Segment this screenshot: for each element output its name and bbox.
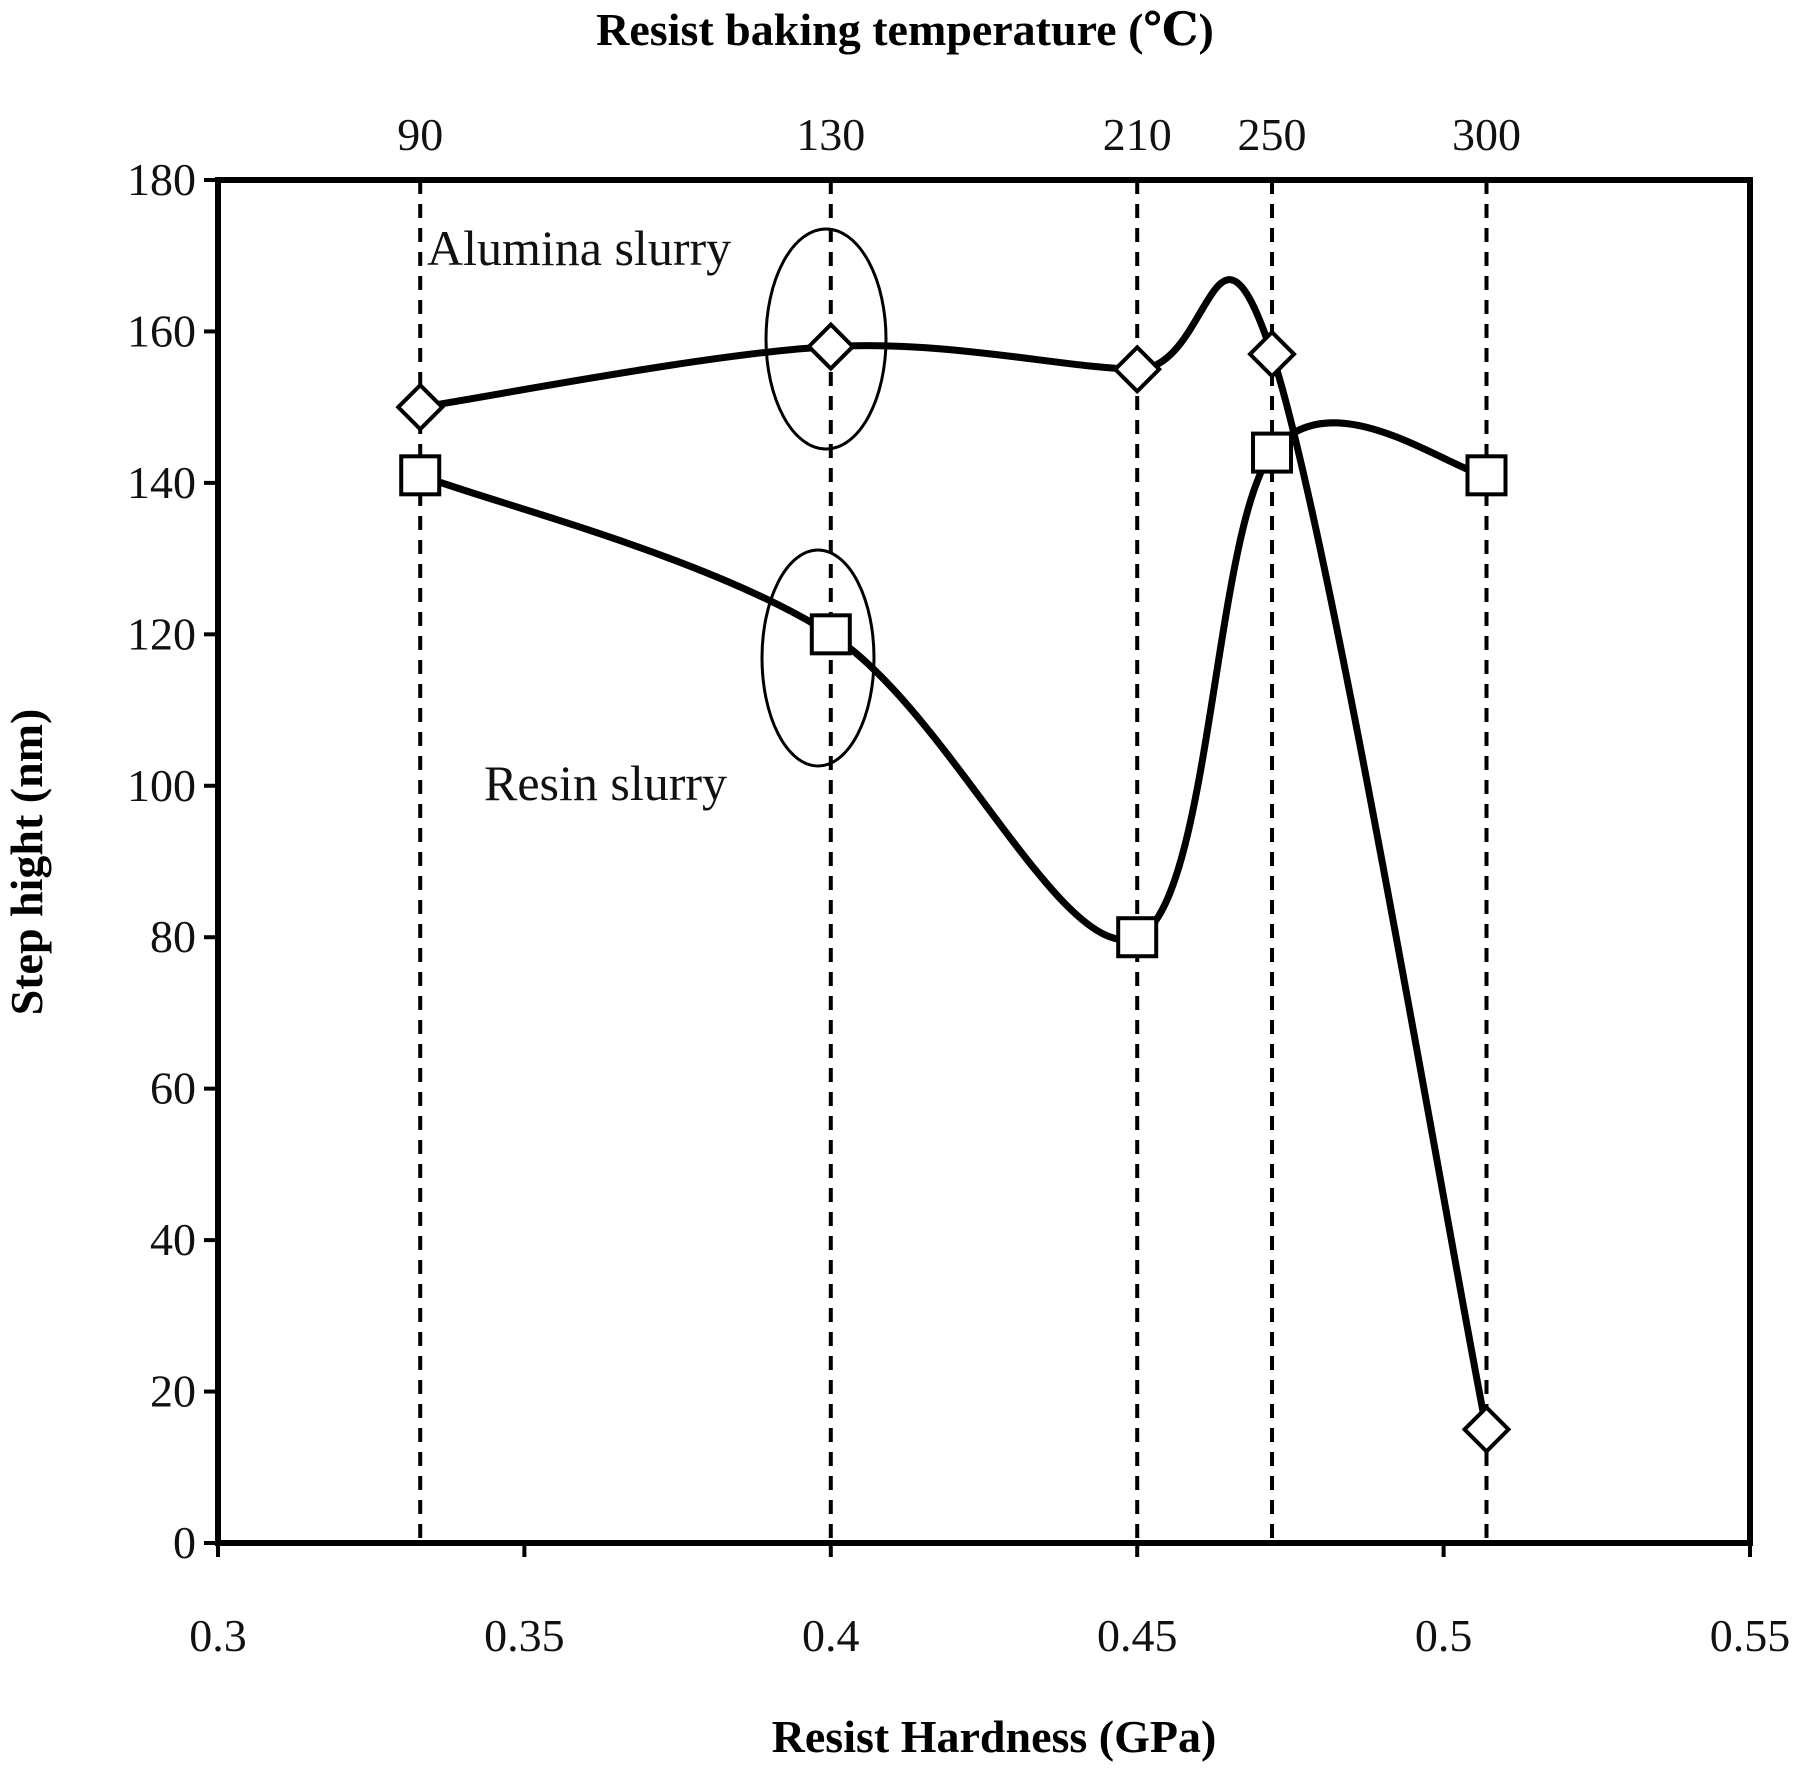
y-tick-label: 160: [127, 305, 196, 356]
data-point-diamond: [395, 382, 446, 432]
data-point-diamond: [1461, 1404, 1512, 1455]
top-axis-title: Resist baking temperature (℃): [596, 4, 1214, 55]
y-tick-label: 0: [173, 1517, 196, 1568]
x-axis-ticks: 0.3 0.35 0.4 0.45 0.5 0.55: [189, 1543, 1790, 1661]
data-point-square: [399, 454, 442, 497]
data-point-square: [809, 613, 852, 656]
highlight-ellipses: [760, 227, 888, 768]
y-tick-label: 120: [127, 608, 196, 659]
x-tick-label: 0.45: [1097, 1610, 1178, 1661]
top-tick-label-130: 130: [796, 109, 865, 160]
y-tick-label: 80: [150, 911, 196, 962]
y-axis-ticks: 0 20 40 60 80 100 120 140 160 180: [127, 154, 218, 1568]
series-line-1: [418, 419, 1488, 944]
resin-highlight-ellipse: [760, 548, 876, 768]
x-tick-label: 0.5: [1415, 1610, 1473, 1661]
y-tick-label: 60: [150, 1063, 196, 1114]
top-tick-label-210: 210: [1103, 109, 1172, 160]
annotation-resin: Resin slurry: [484, 755, 727, 811]
data-point-square: [1251, 431, 1294, 474]
top-tick-label-90: 90: [397, 109, 443, 160]
top-tick-label-250: 250: [1238, 109, 1307, 160]
series-line-0: [419, 276, 1490, 1431]
y-tick-label: 100: [127, 760, 196, 811]
alumina-highlight-ellipse: [764, 227, 888, 451]
plot-frame: [215, 177, 1753, 1546]
x-tick-label: 0.4: [802, 1610, 860, 1661]
data-point-square: [1116, 916, 1159, 959]
x-tick-label: 0.3: [189, 1610, 247, 1661]
annotation-alumina: Alumina slurry: [427, 220, 731, 276]
data-point-diamond: [805, 321, 856, 372]
y-tick-label: 180: [127, 154, 196, 205]
top-axis-ticks: 90 130 210 250 300: [397, 109, 1521, 160]
top-tick-label-300: 300: [1452, 109, 1521, 160]
series-group: [395, 276, 1512, 1455]
data-point-diamond: [1247, 329, 1297, 379]
data-point-diamond: [1112, 344, 1163, 395]
x-tick-label: 0.55: [1710, 1610, 1791, 1661]
temperature-guide-lines: [418, 180, 1489, 1543]
data-point-square: [1465, 454, 1508, 497]
y-axis-title: Step hight (nm): [1, 709, 52, 1016]
y-tick-label: 140: [127, 457, 196, 508]
x-tick-label: 0.35: [484, 1610, 565, 1661]
y-tick-label: 20: [150, 1366, 196, 1417]
x-axis-title: Resist Hardness (GPa): [772, 1711, 1217, 1762]
y-tick-label: 40: [150, 1214, 196, 1265]
